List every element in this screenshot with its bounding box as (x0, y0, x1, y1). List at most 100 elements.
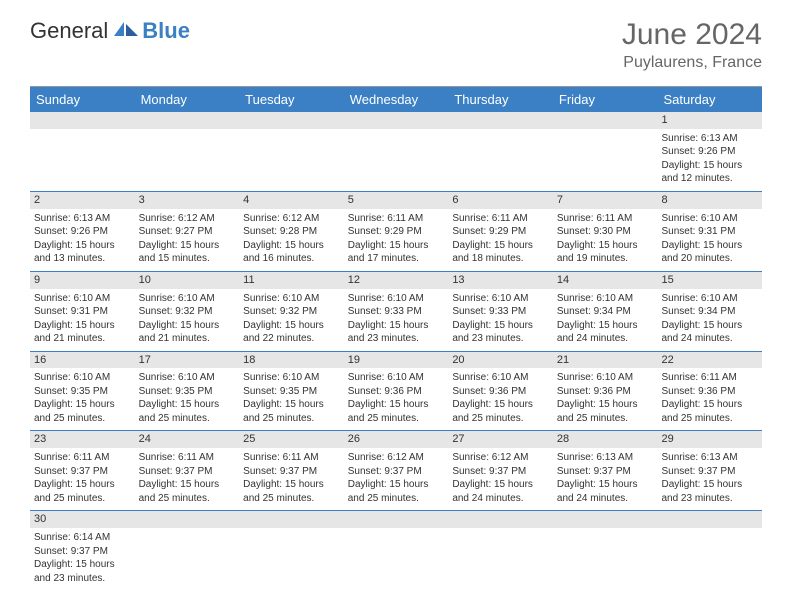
day-info-line: Sunrise: 6:10 AM (139, 292, 236, 306)
day-info-line: and 20 minutes. (661, 252, 758, 266)
day-info-line: Sunset: 9:32 PM (243, 305, 340, 319)
day-info-line: Sunrise: 6:10 AM (348, 371, 445, 385)
day-info-line: Sunrise: 6:13 AM (34, 212, 131, 226)
day-info-line: Daylight: 15 hours (557, 398, 654, 412)
day-number: 8 (657, 192, 762, 209)
logo-text-1: General (30, 18, 108, 44)
day-info-line: Sunset: 9:26 PM (34, 225, 131, 239)
day-number (553, 511, 658, 528)
day-cell: 28Sunrise: 6:13 AMSunset: 9:37 PMDayligh… (553, 431, 658, 510)
logo-text-2: Blue (142, 18, 190, 44)
day-info-line: Sunset: 9:37 PM (348, 465, 445, 479)
day-info-line: and 25 minutes. (348, 492, 445, 506)
day-cell: 24Sunrise: 6:11 AMSunset: 9:37 PMDayligh… (135, 431, 240, 510)
day-info-line: Daylight: 15 hours (452, 398, 549, 412)
day-info-line: Sunset: 9:26 PM (661, 145, 758, 159)
day-cell: 3Sunrise: 6:12 AMSunset: 9:27 PMDaylight… (135, 192, 240, 271)
day-info-line: Sunset: 9:37 PM (34, 545, 131, 559)
day-number: 14 (553, 272, 658, 289)
day-info-line: Sunrise: 6:10 AM (34, 371, 131, 385)
day-number (135, 112, 240, 129)
day-cell: 23Sunrise: 6:11 AMSunset: 9:37 PMDayligh… (30, 431, 135, 510)
day-info-line: Daylight: 15 hours (557, 239, 654, 253)
day-number: 12 (344, 272, 449, 289)
day-cell: 26Sunrise: 6:12 AMSunset: 9:37 PMDayligh… (344, 431, 449, 510)
day-info-line: Sunrise: 6:13 AM (661, 451, 758, 465)
day-number (30, 112, 135, 129)
day-info-line: Sunset: 9:31 PM (34, 305, 131, 319)
day-number: 24 (135, 431, 240, 448)
week-row: 23Sunrise: 6:11 AMSunset: 9:37 PMDayligh… (30, 431, 762, 511)
day-info-line: Sunrise: 6:10 AM (34, 292, 131, 306)
day-number: 10 (135, 272, 240, 289)
location: Puylaurens, France (622, 54, 762, 72)
day-info-line: Daylight: 15 hours (557, 319, 654, 333)
day-info-line: Sunrise: 6:10 AM (661, 292, 758, 306)
day-header: Saturday (657, 87, 762, 112)
day-header-row: Sunday Monday Tuesday Wednesday Thursday… (30, 87, 762, 112)
day-header: Monday (135, 87, 240, 112)
day-header: Wednesday (344, 87, 449, 112)
day-info-line: Sunset: 9:29 PM (452, 225, 549, 239)
day-number: 4 (239, 192, 344, 209)
day-info-line: Daylight: 15 hours (243, 239, 340, 253)
day-number: 1 (657, 112, 762, 129)
day-cell (344, 112, 449, 191)
header: General Blue June 2024 Puylaurens, Franc… (0, 0, 792, 80)
day-info-line: and 16 minutes. (243, 252, 340, 266)
day-info-line: and 25 minutes. (139, 492, 236, 506)
day-info-line: Sunset: 9:36 PM (452, 385, 549, 399)
day-info-line: and 18 minutes. (452, 252, 549, 266)
day-info-line: and 23 minutes. (452, 332, 549, 346)
day-info-line: Sunrise: 6:12 AM (452, 451, 549, 465)
day-info-line: Sunset: 9:32 PM (139, 305, 236, 319)
day-number: 23 (30, 431, 135, 448)
week-row: 9Sunrise: 6:10 AMSunset: 9:31 PMDaylight… (30, 272, 762, 352)
day-number: 5 (344, 192, 449, 209)
day-info-line: Daylight: 15 hours (348, 398, 445, 412)
day-cell: 17Sunrise: 6:10 AMSunset: 9:35 PMDayligh… (135, 352, 240, 431)
day-info-line: Daylight: 15 hours (34, 239, 131, 253)
day-number: 2 (30, 192, 135, 209)
day-cell: 13Sunrise: 6:10 AMSunset: 9:33 PMDayligh… (448, 272, 553, 351)
day-number: 15 (657, 272, 762, 289)
day-info-line: Sunrise: 6:10 AM (557, 371, 654, 385)
day-number (448, 112, 553, 129)
day-number: 22 (657, 352, 762, 369)
day-cell: 18Sunrise: 6:10 AMSunset: 9:35 PMDayligh… (239, 352, 344, 431)
day-info-line: and 25 minutes. (34, 412, 131, 426)
day-cell (239, 112, 344, 191)
day-info-line: Sunset: 9:36 PM (348, 385, 445, 399)
day-info-line: and 22 minutes. (243, 332, 340, 346)
day-number: 19 (344, 352, 449, 369)
day-cell: 8Sunrise: 6:10 AMSunset: 9:31 PMDaylight… (657, 192, 762, 271)
day-header: Friday (553, 87, 658, 112)
day-info-line: Daylight: 15 hours (661, 478, 758, 492)
day-info-line: Daylight: 15 hours (34, 558, 131, 572)
day-info-line: Sunset: 9:37 PM (661, 465, 758, 479)
day-number: 11 (239, 272, 344, 289)
week-row: 1Sunrise: 6:13 AMSunset: 9:26 PMDaylight… (30, 112, 762, 192)
day-cell: 11 Sunrise: 6:10 AMSunset: 9:32 PMDayligh… (239, 272, 344, 351)
day-info-line: Sunrise: 6:11 AM (348, 212, 445, 226)
day-number: 29 (657, 431, 762, 448)
day-cell: 7Sunrise: 6:11 AMSunset: 9:30 PMDaylight… (553, 192, 658, 271)
day-info-line: Daylight: 15 hours (661, 319, 758, 333)
day-info-line: Sunset: 9:34 PM (661, 305, 758, 319)
day-cell (135, 112, 240, 191)
day-number (553, 112, 658, 129)
day-info-line: Sunset: 9:34 PM (557, 305, 654, 319)
day-info-line: Sunrise: 6:10 AM (243, 292, 340, 306)
day-info-line: Sunset: 9:35 PM (34, 385, 131, 399)
day-cell: 30Sunrise: 6:14 AMSunset: 9:37 PMDayligh… (30, 511, 135, 590)
day-info-line: Daylight: 15 hours (243, 319, 340, 333)
day-number: 13 (448, 272, 553, 289)
day-number: 18 (239, 352, 344, 369)
day-info-line: Sunset: 9:37 PM (452, 465, 549, 479)
day-cell: 20Sunrise: 6:10 AMSunset: 9:36 PMDayligh… (448, 352, 553, 431)
day-info-line: Sunrise: 6:11 AM (452, 212, 549, 226)
day-cell: 19 Sunrise: 6:10 AMSunset: 9:36 PMDayligh… (344, 352, 449, 431)
day-number: 7 (553, 192, 658, 209)
day-info-line: Sunset: 9:33 PM (452, 305, 549, 319)
day-info-line: and 23 minutes. (661, 492, 758, 506)
